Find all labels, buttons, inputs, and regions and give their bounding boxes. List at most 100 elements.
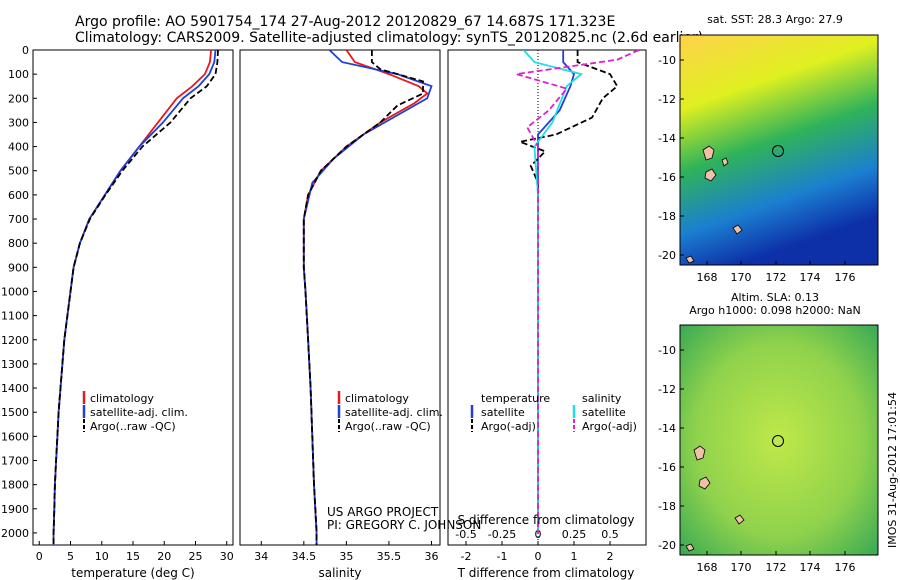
temperature-series-line: [52, 50, 217, 545]
legend-group-temperature: temperature: [481, 392, 550, 405]
salinity-legend-climatology: climatology: [345, 392, 409, 405]
sla-float-marker: [772, 435, 784, 447]
depth-tick-label: 0: [22, 44, 29, 57]
difference-x-tick-label: 1: [571, 550, 578, 563]
difference-x2-tick-label: -0.25: [488, 528, 516, 541]
difference-x2-tick-label: -0.5: [455, 528, 476, 541]
temperature-legend-argo: Argo(..raw -QC): [90, 420, 176, 433]
salinity-axes-frame: [239, 49, 441, 546]
depth-tick-label: 1600: [1, 430, 29, 443]
sst-islands: [685, 145, 743, 264]
temperature-panel: 0100200300400500600700800900100011001200…: [1, 44, 234, 580]
depth-tick-label: 1800: [1, 479, 29, 492]
salinity-x-tick-label: 36: [424, 550, 438, 563]
difference-x-ticks: -2 -1 0 1 2 -0.5 -0.25 0 0.25 0.5: [455, 50, 619, 563]
map-x-tick-label: 176: [835, 561, 856, 574]
difference-x2-tick-label: 0: [535, 528, 542, 541]
difference-series-line: [537, 50, 576, 533]
salinity-legend-satellite: satellite-adj. clim.: [345, 406, 443, 419]
map-x-tick-label: 168: [697, 271, 718, 284]
map-x-tick-label: 170: [731, 271, 752, 284]
difference-x-tick-label: 0: [535, 550, 542, 563]
legend-temperature-satellite: satellite: [481, 406, 525, 419]
difference-x-tick-label: -2: [461, 550, 472, 563]
map-y-tick-label: -18: [658, 500, 676, 513]
temperature-legend-satellite: satellite-adj. clim.: [90, 406, 188, 419]
depth-tick-label: 1400: [1, 382, 29, 395]
sla-field: [680, 325, 878, 555]
sst-map-frame: [679, 34, 879, 266]
temperature-xlabel: temperature (deg C): [71, 566, 194, 580]
map-x-tick-label: 174: [800, 561, 821, 574]
map-y-tick-label: -12: [658, 93, 676, 106]
map-y-tick-label: -10: [658, 344, 676, 357]
salinity-series-line: [302, 50, 433, 545]
depth-tick-labels: 0 100 200 300 400 500 600 700 800 900 1000 1100 1200…: [1, 44, 37, 540]
map-y-tick-label: -20: [658, 249, 676, 262]
credit-pi: PI: GREGORY C. JOHNSON: [327, 518, 481, 532]
sst-map-ticks: 168 170 172 174 176 -10 -12 -14 -16 -18 -20: [658, 54, 855, 284]
temperature-x-tick-label: 20: [157, 550, 171, 563]
depth-tick-label: 200: [8, 92, 29, 105]
depth-tick-label: 300: [8, 116, 29, 129]
difference-series-line: [516, 50, 640, 533]
difference-legend: temperature satellite Argo(-adj) salinit…: [470, 392, 637, 433]
salinity-series-line: [302, 50, 424, 545]
salinity-x-tick-label: 35.5: [377, 550, 402, 563]
map-x-tick-label: 170: [731, 561, 752, 574]
sla-map-ticks: 168 170 172 174 176 -10 -12 -14 -16 -18 -20: [658, 344, 855, 574]
depth-tick-label: 800: [8, 237, 29, 250]
temperature-x-tick-label: 15: [126, 550, 140, 563]
map-x-tick-label: 176: [835, 271, 856, 284]
temperature-axes-frame: [32, 49, 234, 546]
temperature-x-tick-label: 5: [67, 550, 74, 563]
sla-islands: [685, 445, 745, 552]
credit-project: US ARGO PROJECT: [327, 505, 439, 519]
depth-tick-label: 1500: [1, 406, 29, 419]
temperature-x-tick-label: 10: [95, 550, 109, 563]
depth-tick-label: 1200: [1, 334, 29, 347]
map-x-tick-label: 168: [697, 561, 718, 574]
difference-panel: -2 -1 0 1 2 -0.5 -0.25 0 0.25 0.5 T difference fr…: [447, 49, 647, 580]
salinity-x-ticks: 34 34.5 35 35.5 36: [254, 541, 438, 563]
salinity-legend-argo: Argo(..raw -QC): [345, 420, 431, 433]
map-y-tick-label: -20: [658, 539, 676, 552]
map-x-tick-label: 172: [766, 561, 787, 574]
difference-x2label: S difference from climatology: [458, 513, 635, 527]
sla-map-title: Altim. SLA: 0.13: [731, 291, 819, 304]
temperature-series-line: [52, 50, 219, 545]
depth-tick-label: 500: [8, 165, 29, 178]
salinity-panel: 34 34.5 35 35.5 36 salinity climatology sate…: [239, 49, 481, 580]
temperature-x-tick-label: 0: [36, 550, 43, 563]
depth-tick-label: 700: [8, 213, 29, 226]
depth-tick-label: 900: [8, 261, 29, 274]
temperature-legend-climatology: climatology: [90, 392, 154, 405]
sst-float-marker: [772, 145, 784, 157]
salinity-series-line: [302, 50, 429, 545]
depth-tick-label: 100: [8, 68, 29, 81]
map-y-tick-label: -14: [658, 422, 676, 435]
temperature-x-tick-label: 25: [189, 550, 203, 563]
header-line-1: Argo profile: AO 5901754_174 27-Aug-2012…: [75, 14, 615, 30]
legend-salinity-argo: Argo(-adj): [582, 420, 637, 433]
salinity-legend: climatology satellite-adj. clim. Argo(..…: [337, 391, 443, 433]
imos-timestamp: IMOS 31-Aug-2012 17:01:54: [886, 392, 899, 548]
temperature-legend: climatology satellite-adj. clim. Argo(..…: [82, 391, 188, 433]
depth-tick-label: 1100: [1, 310, 29, 323]
depth-tick-label: 1000: [1, 285, 29, 298]
difference-series-line: [522, 50, 584, 533]
map-y-tick-label: -16: [658, 461, 676, 474]
map-y-tick-label: -12: [658, 383, 676, 396]
legend-salinity-satellite: satellite: [582, 406, 626, 419]
sla-map: Altim. SLA: 0.13 Argo h1000: 0.098 h2000…: [658, 291, 879, 574]
difference-x2-tick-label: 0.5: [601, 528, 619, 541]
salinity-lines: [302, 50, 433, 545]
salinity-x-tick-label: 35: [339, 550, 353, 563]
difference-x-tick-label: 2: [607, 550, 614, 563]
map-x-tick-label: 174: [800, 271, 821, 284]
sst-map: sat. SST: 28.3 Argo: 27.9 168 170 172 174 17…: [658, 13, 879, 284]
map-y-tick-label: -14: [658, 132, 676, 145]
salinity-x-tick-label: 34.5: [292, 550, 317, 563]
